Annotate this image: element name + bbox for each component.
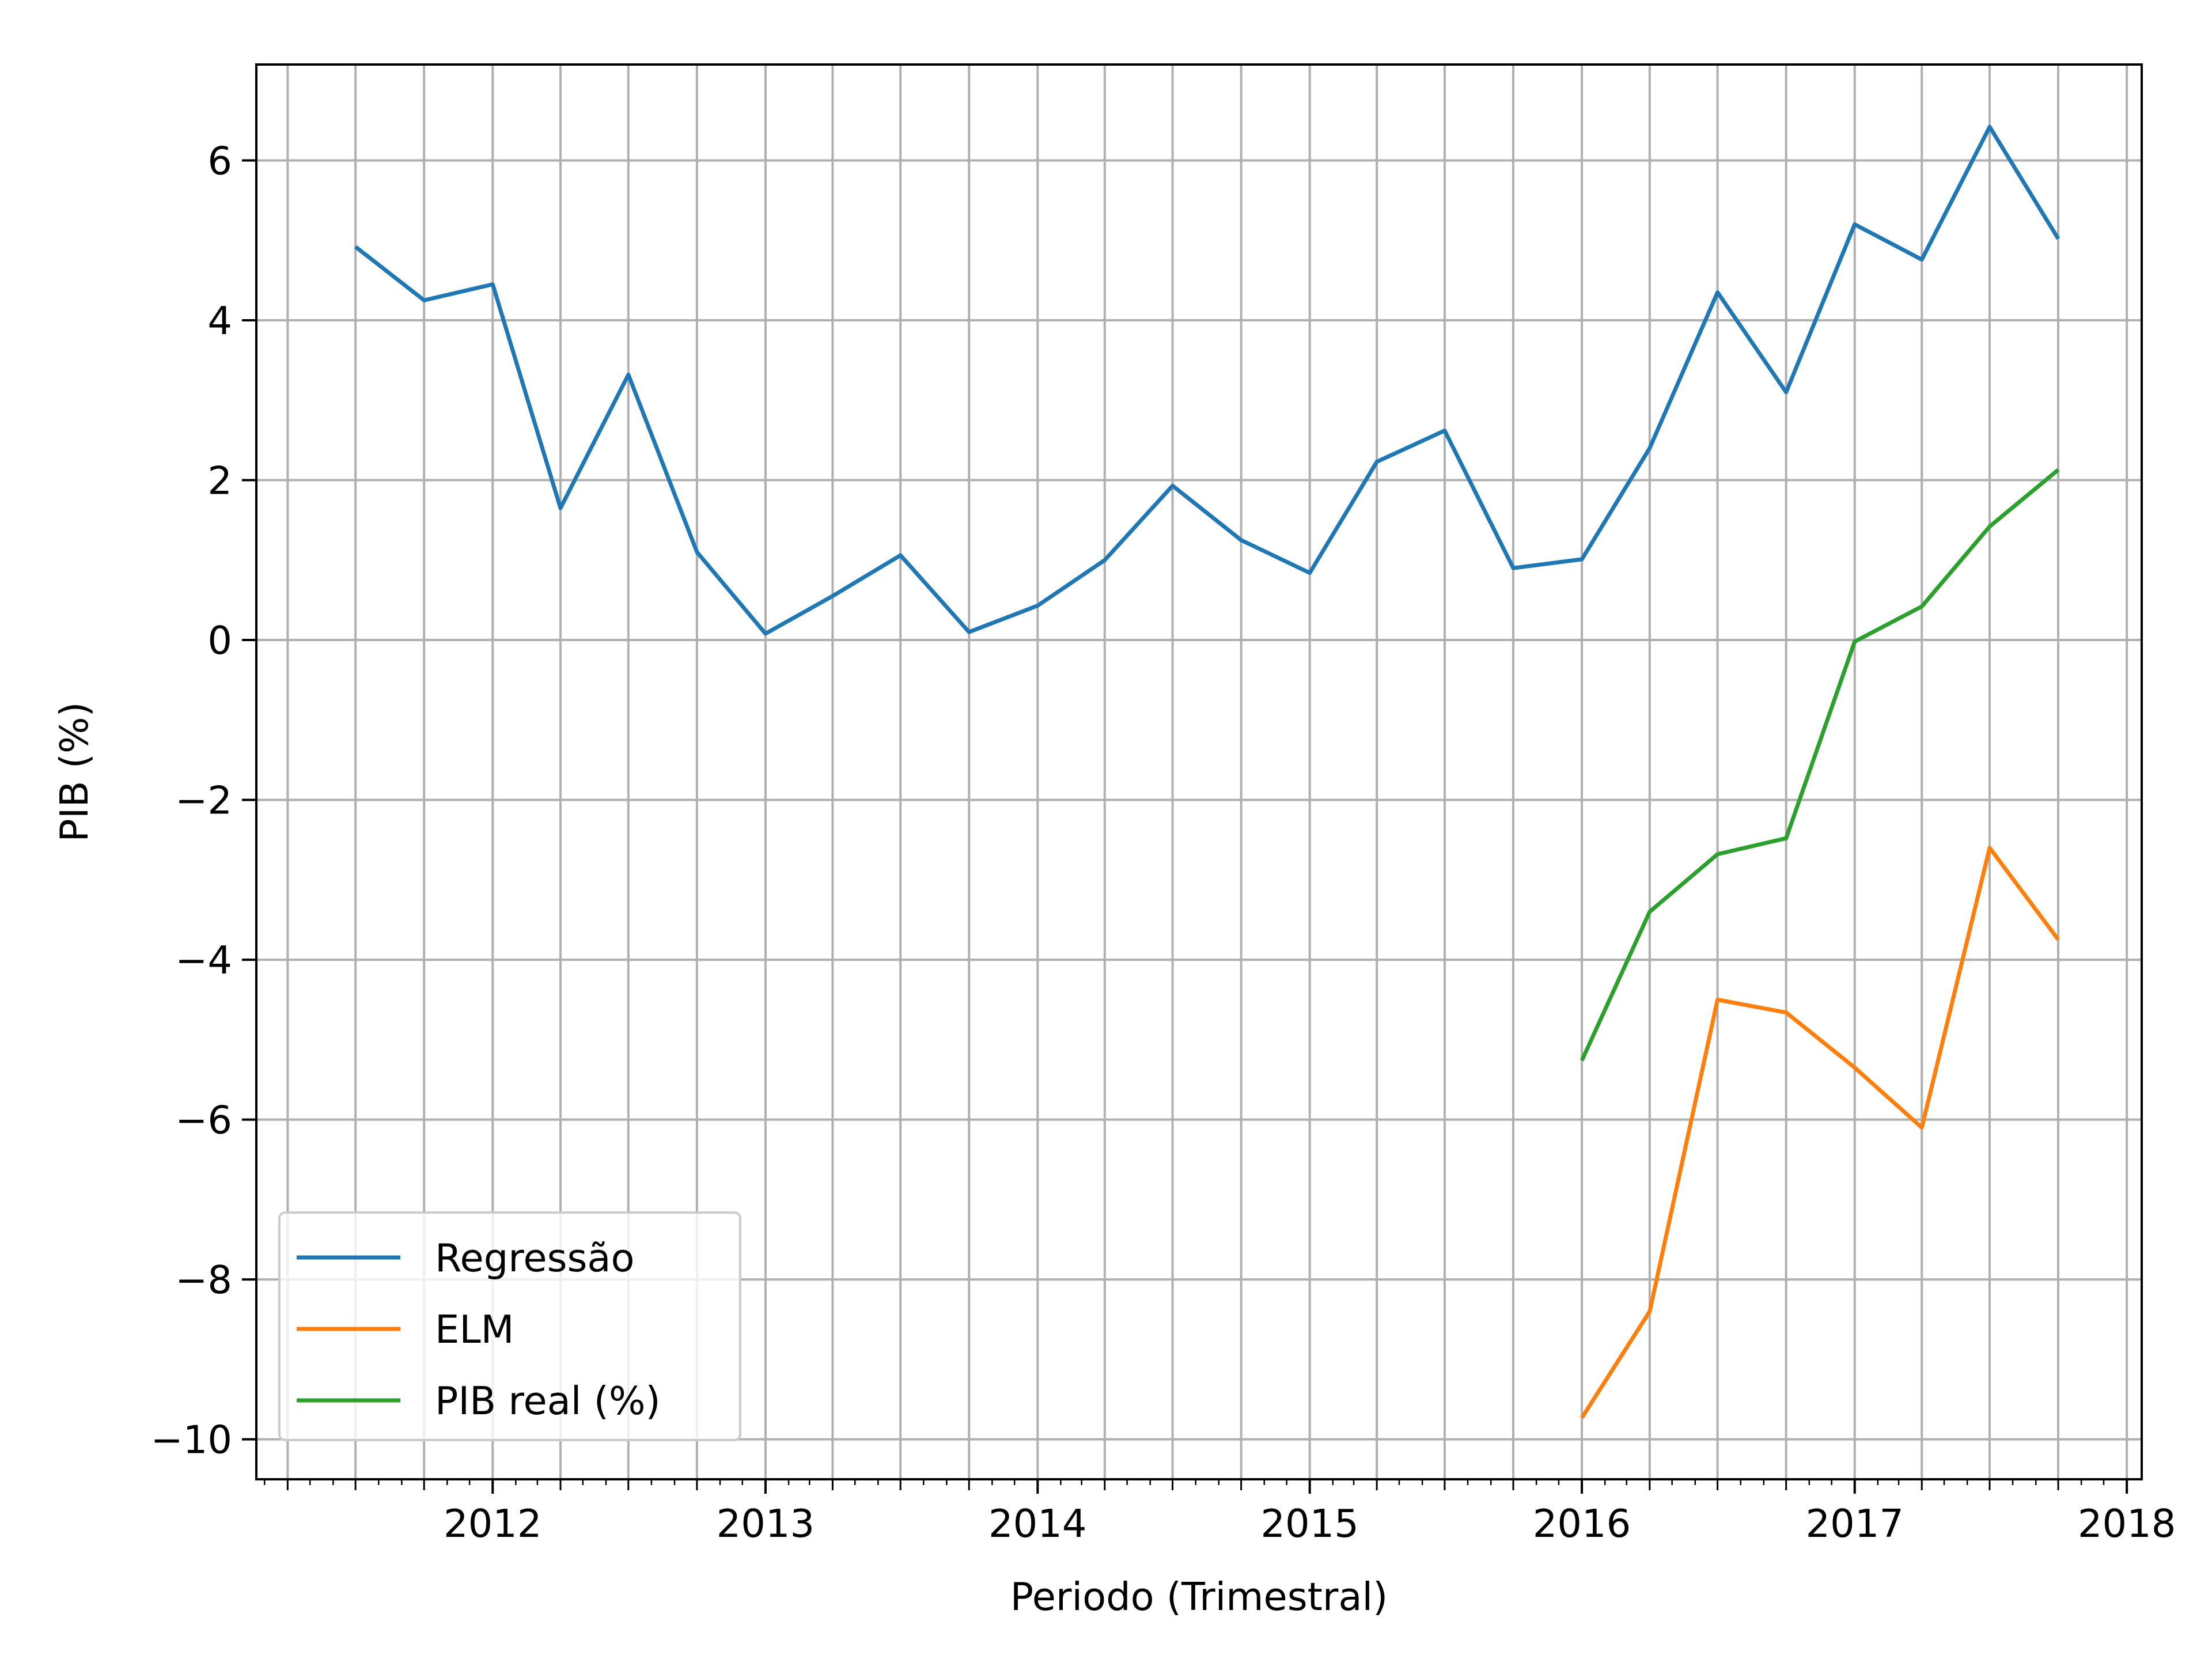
x-tick-label: 2016 — [1533, 1501, 1631, 1546]
legend-label: ELM — [435, 1307, 514, 1352]
series-lines — [354, 124, 2061, 1419]
x-tick-label: 2015 — [1260, 1501, 1359, 1546]
y-tick-label: 0 — [207, 618, 232, 663]
y-tick-label: −8 — [175, 1257, 232, 1302]
x-tick-label: 2018 — [2078, 1501, 2176, 1546]
y-tick-label: −4 — [175, 938, 232, 983]
y-tick-label: 2 — [207, 459, 232, 503]
legend-label: Regressão — [435, 1236, 634, 1281]
series-line-0 — [354, 124, 2061, 636]
legend-box — [278, 1211, 741, 1441]
y-tick-label: −6 — [175, 1098, 232, 1143]
y-tick-label: −10 — [151, 1418, 232, 1463]
legend: Regressão ELM PIB real (%) — [278, 1211, 741, 1441]
x-tick-label: 2013 — [717, 1501, 815, 1546]
y-axis-label: PIB (%) — [52, 702, 97, 842]
x-tick-label: 2017 — [1805, 1501, 1904, 1546]
y-tick-label: 4 — [207, 298, 232, 343]
x-tick-label: 2014 — [988, 1501, 1087, 1546]
series-line-2 — [1580, 468, 2060, 1062]
plot-frame — [255, 63, 2143, 1480]
series-line-1 — [1580, 846, 2060, 1419]
x-axis-label: Periodo (Trimestral) — [1010, 1574, 1388, 1619]
y-tick-label: 6 — [207, 139, 232, 184]
x-tick-label: 2012 — [444, 1501, 542, 1546]
legend-label: PIB real (%) — [435, 1378, 661, 1423]
y-tick-label: −2 — [175, 778, 232, 823]
axis-ticks: 6 4 2 0 −2 −4 −6 −8 −10 2012 2013 2014 2015 2016 2017 2… — [151, 139, 2176, 1546]
